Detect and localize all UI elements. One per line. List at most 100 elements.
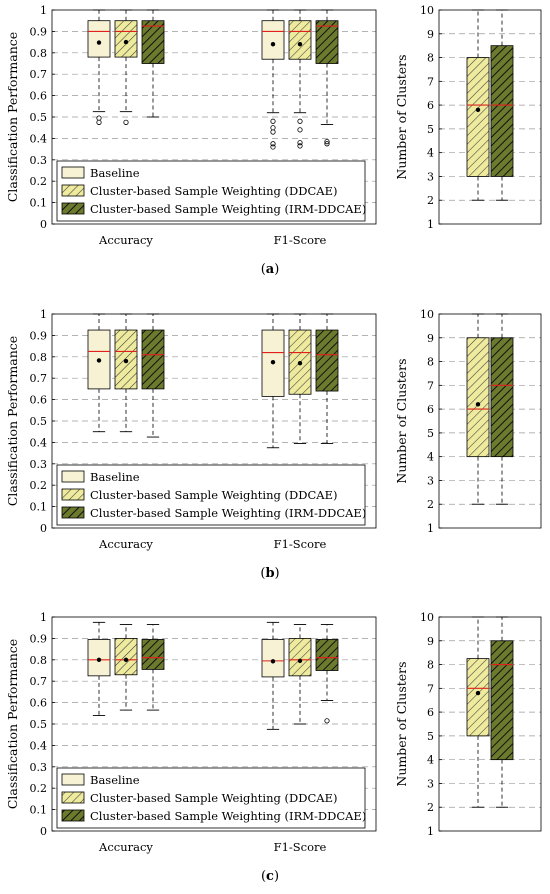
y-tick-label: 7 — [427, 75, 434, 88]
mean-marker — [96, 358, 102, 363]
outlier-point — [297, 143, 303, 149]
y-tick-label: 4 — [427, 451, 434, 464]
y-tick-label: 8 — [427, 659, 434, 672]
box-iqr — [114, 638, 138, 676]
performance-boxplot: 0 0.1 0.2 0.3 0.4 0.5 0.6 0.7 0.8 0.9 1 Classificat… — [5, 4, 377, 247]
legend-label: Cluster-based Sample Weighting (DDCAE) — [90, 791, 337, 805]
performance-axes-frame — [51, 313, 377, 529]
outlier-point — [270, 118, 276, 124]
outlier-point — [270, 125, 276, 131]
x-category-label: F1-Score — [274, 840, 327, 854]
box-iqr — [490, 337, 514, 458]
y-tick-label: 0.5 — [30, 415, 48, 428]
y-tick-label: 2 — [427, 194, 434, 207]
y-tick-label: 0.2 — [30, 782, 48, 795]
box-iqr — [288, 638, 312, 677]
performance-boxplot: 0 0.1 0.2 0.3 0.4 0.5 0.6 0.7 0.8 0.9 1 Classificat… — [5, 308, 377, 551]
y-tick-label: 8 — [427, 52, 434, 65]
y-tick-label: 10 — [420, 611, 434, 624]
clusters-boxplot: 1 2 3 4 5 6 7 8 9 10 Number of Clusters (a) — [261, 4, 542, 277]
y-tick-label: 6 — [427, 99, 434, 112]
mean-marker — [96, 40, 102, 45]
legend-swatch — [61, 791, 85, 804]
box-iqr — [466, 57, 490, 177]
y-axis-label: Classification Performance — [5, 32, 20, 202]
box-iqr — [315, 20, 339, 64]
box-iqr — [466, 658, 490, 737]
y-tick-label: 6 — [427, 706, 434, 719]
box-iqr — [490, 45, 514, 177]
y-tick-label: 0.6 — [30, 394, 48, 407]
x-category-label: F1-Score — [274, 537, 327, 551]
legend-swatch — [61, 506, 85, 519]
mean-marker — [123, 39, 129, 45]
box-iqr — [315, 639, 339, 671]
y-tick-label: 10 — [420, 308, 434, 321]
y-axis-label: Number of Clusters — [394, 54, 409, 179]
y-tick-label: 0.6 — [30, 90, 48, 103]
box-iqr — [87, 20, 111, 58]
y-axis-label: Number of Clusters — [394, 358, 409, 483]
y-tick-label: 0 — [40, 825, 47, 838]
y-tick-label: 2 — [427, 498, 434, 511]
panel-label: (c) — [261, 869, 279, 884]
box-iqr — [315, 329, 339, 392]
outlier-point — [96, 119, 102, 125]
legend-box — [56, 767, 366, 829]
mean-marker — [475, 107, 481, 113]
outlier-point — [297, 127, 303, 133]
y-tick-label: 9 — [427, 332, 434, 345]
y-tick-label: 0.8 — [30, 351, 48, 364]
y-tick-label: 2 — [427, 801, 434, 814]
legend-swatch — [61, 773, 85, 786]
y-tick-label: 1 — [427, 522, 434, 535]
y-tick-label: 0.8 — [30, 47, 48, 60]
y-tick-label: 5 — [427, 123, 434, 136]
legend-swatch — [61, 202, 85, 215]
y-tick-label: 0.4 — [30, 436, 48, 449]
legend-swatch — [61, 809, 85, 822]
mean-marker — [270, 359, 276, 365]
y-tick-label: 0.1 — [30, 197, 48, 210]
outlier-point — [123, 119, 129, 125]
legend-label: Cluster-based Sample Weighting (IRM-DDCA… — [90, 506, 366, 520]
y-tick-label: 10 — [420, 4, 434, 17]
y-tick-label: 0.9 — [30, 329, 48, 342]
performance-axes-frame — [51, 9, 377, 225]
mean-marker — [297, 361, 303, 366]
y-tick-label: 0.4 — [30, 132, 48, 145]
performance-axes-frame — [51, 616, 377, 832]
y-tick-label: 9 — [427, 28, 434, 41]
y-tick-label: 4 — [427, 754, 434, 767]
mean-marker — [475, 690, 481, 696]
y-tick-label: 0.5 — [30, 111, 48, 124]
y-tick-label: 0.5 — [30, 718, 48, 731]
legend-swatch — [61, 184, 85, 197]
y-tick-label: 0.7 — [30, 372, 48, 385]
panel-label: (b) — [260, 566, 279, 581]
mean-marker — [475, 402, 481, 407]
performance-boxplot: 0 0.1 0.2 0.3 0.4 0.5 0.6 0.7 0.8 0.9 1 Classificat… — [5, 611, 377, 854]
y-tick-label: 0.1 — [30, 501, 48, 514]
x-category-label: Accuracy — [98, 233, 153, 247]
outlier-point — [270, 129, 276, 135]
y-tick-label: 0.2 — [30, 175, 48, 188]
mean-marker — [270, 42, 276, 47]
y-tick-label: 4 — [427, 147, 434, 160]
outlier-point — [324, 139, 330, 145]
y-tick-label: 0.4 — [30, 739, 48, 752]
box-iqr — [114, 20, 138, 58]
outlier-point — [297, 140, 303, 146]
box-iqr — [141, 329, 165, 390]
legend-label: Cluster-based Sample Weighting (DDCAE) — [90, 184, 337, 198]
y-tick-label: 0.3 — [30, 458, 48, 471]
legend-box — [56, 160, 366, 222]
y-tick-label: 0.7 — [30, 675, 48, 688]
y-tick-label: 0.6 — [30, 697, 48, 710]
y-tick-label: 0.9 — [30, 25, 48, 38]
y-tick-label: 5 — [427, 427, 434, 440]
clusters-boxplot: 1 2 3 4 5 6 7 8 9 10 Number of Clusters (b) — [260, 308, 542, 581]
box-iqr — [261, 639, 285, 678]
y-tick-label: 8 — [427, 356, 434, 369]
